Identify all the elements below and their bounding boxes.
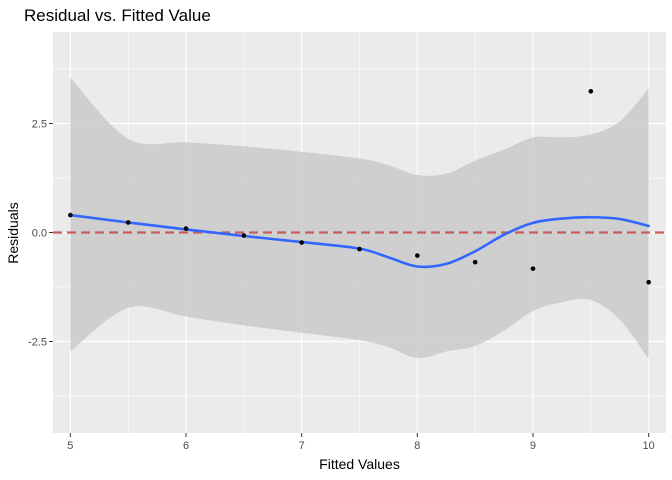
y-tick-label: -2.5 (28, 336, 47, 348)
data-point (530, 266, 536, 271)
plot-title: Residual vs. Fitted Value (24, 6, 211, 25)
data-point (68, 212, 73, 218)
x-axis-title: Fitted Values (319, 456, 400, 472)
data-point (472, 259, 478, 265)
data-points (68, 88, 651, 285)
x-tick-label: 10 (643, 440, 655, 452)
x-tick-label: 7 (299, 440, 305, 452)
x-tick-label: 8 (414, 440, 420, 452)
data-point (299, 240, 304, 245)
x-axis-ticks: 5 6 7 8 9 10 (67, 433, 655, 452)
smooth-fit-line (69, 213, 650, 269)
data-point (646, 279, 651, 285)
y-axis-ticks: -2.5 0.0 2.5 (28, 119, 53, 348)
data-point (357, 246, 362, 252)
y-axis-title: Residuals (5, 202, 21, 263)
x-tick-label: 9 (530, 440, 536, 452)
y-tick-label: 2.5 (32, 119, 47, 131)
data-point (241, 233, 247, 238)
data-point (125, 220, 131, 225)
y-tick-label: 0.0 (32, 228, 47, 240)
x-tick-label: 6 (183, 440, 189, 452)
data-point (415, 253, 420, 258)
data-point (588, 88, 594, 94)
data-point (183, 226, 189, 231)
x-tick-label: 5 (67, 440, 73, 452)
confidence-ribbon (70, 77, 649, 359)
